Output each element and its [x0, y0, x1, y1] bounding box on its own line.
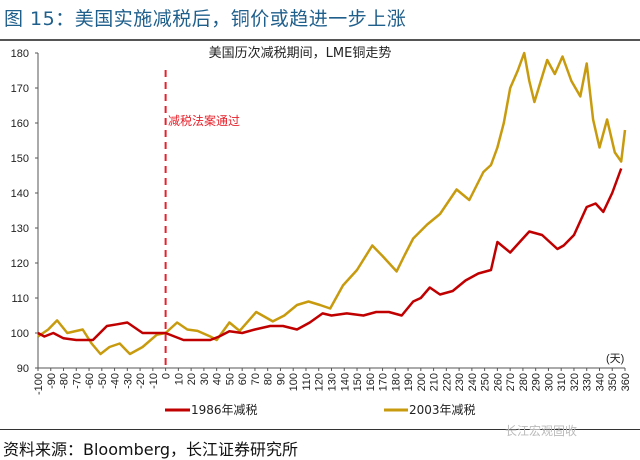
x-tick-label: 50	[224, 373, 236, 385]
y-tick-label: 140	[11, 188, 29, 200]
y-tick-label: 100	[11, 328, 29, 340]
x-tick-label: 260	[492, 373, 504, 391]
x-tick-label: 320	[569, 373, 581, 391]
x-tick-label: 300	[543, 373, 555, 391]
x-tick-label: -30	[122, 373, 134, 389]
y-tick-label: 180	[11, 48, 29, 60]
x-tick-label: 250	[480, 373, 492, 391]
x-tick-label: 40	[212, 373, 224, 385]
x-tick-label: 10	[173, 373, 185, 385]
x-tick-label: -20	[135, 373, 147, 389]
x-tick-label: 120	[314, 373, 326, 391]
x-tick-label: 220	[441, 373, 453, 391]
x-tick-label: 310	[556, 373, 568, 391]
y-tick-label: 120	[11, 258, 29, 270]
footer-divider	[0, 429, 640, 430]
y-tick-label: 150	[11, 153, 29, 165]
x-tick-label: 270	[505, 373, 517, 391]
x-tick-label: -10	[148, 373, 160, 389]
x-tick-label: -50	[97, 373, 109, 389]
watermark: 长江宏观固收	[505, 424, 578, 438]
y-tick-label: 170	[11, 83, 29, 95]
legend: 1986年减税 2003年减税	[165, 403, 476, 417]
x-unit-label: (天)	[606, 353, 624, 365]
x-tick-label: 110	[301, 373, 313, 391]
x-tick-label: 340	[594, 373, 606, 391]
x-tick-label: 200	[416, 373, 428, 391]
x-tick-label: 140	[339, 373, 351, 391]
x-tick-label: 130	[327, 373, 339, 391]
x-tick-label: 330	[582, 373, 594, 391]
x-tick-label: -90	[46, 373, 58, 389]
x-tick-label: 230	[454, 373, 466, 391]
x-tick-label: 70	[250, 373, 262, 385]
annotation-label: 减税法案通过	[168, 113, 240, 128]
x-tick-label: -40	[110, 373, 122, 389]
x-tick-label: 190	[403, 373, 415, 391]
x-tick-label: -70	[71, 373, 83, 389]
x-tick-label: -100	[33, 373, 45, 395]
x-tick-label: 170	[378, 373, 390, 391]
line-chart: 美国历次减税期间，LME铜走势 901001101201301401501601…	[11, 45, 632, 417]
series-line-1986	[37, 168, 623, 342]
x-tick-label: 0	[161, 373, 173, 379]
x-tick-label: 150	[352, 373, 364, 391]
x-tick-label: 180	[390, 373, 402, 391]
y-tick-label: 110	[11, 293, 29, 305]
source-note: 资料来源：Bloomberg，长江证券研究所	[3, 440, 299, 459]
x-tick-label: 280	[518, 373, 530, 391]
x-tick-label: 360	[620, 373, 632, 391]
x-tick-label: 210	[429, 373, 441, 391]
x-tick-label: 80	[263, 373, 275, 385]
y-tick-label: 160	[11, 118, 29, 130]
x-tick-label: 90	[275, 373, 287, 385]
legend-label-1986: 1986年减税	[191, 403, 258, 417]
x-tick-label: -80	[59, 373, 71, 389]
x-tick-label: 100	[288, 373, 300, 391]
x-tick-label: 160	[365, 373, 377, 391]
y-tick-label: 130	[11, 223, 29, 235]
title-divider	[0, 39, 640, 41]
series-line-2003	[37, 51, 627, 356]
figure-title: 图 15：美国实施减税后，铜价或趋进一步上涨	[4, 8, 407, 30]
x-tick-label: -60	[84, 373, 96, 389]
x-tick-label: 290	[531, 373, 543, 391]
legend-label-2003: 2003年减税	[409, 403, 476, 417]
chart-subtitle: 美国历次减税期间，LME铜走势	[209, 45, 392, 61]
y-tick-label: 90	[17, 363, 29, 375]
x-tick-label: 20	[186, 373, 198, 385]
x-tick-label: 350	[607, 373, 619, 391]
x-tick-label: 60	[237, 373, 249, 385]
x-tick-label: 30	[199, 373, 211, 385]
x-tick-label: 240	[467, 373, 479, 391]
